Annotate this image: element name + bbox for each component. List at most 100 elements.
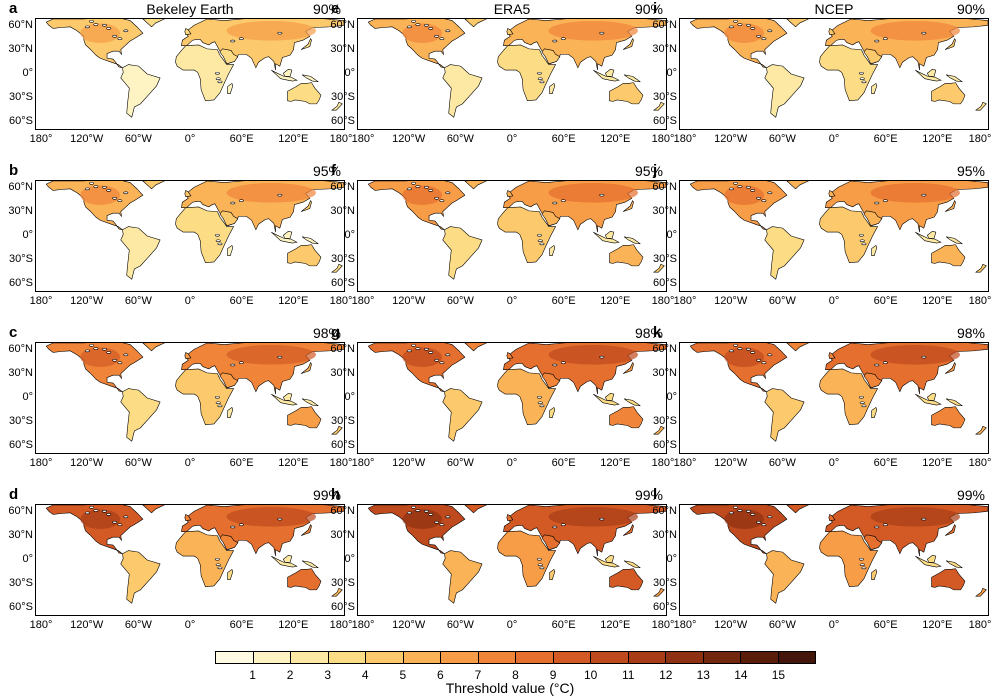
lake <box>428 351 434 354</box>
land-australia <box>287 568 322 591</box>
lake <box>411 20 417 23</box>
lat-label: 30°N <box>652 205 677 217</box>
land-nz <box>975 587 987 597</box>
colorbar-tick: 14 <box>734 668 748 682</box>
lake <box>101 510 107 513</box>
colorbar-tick: 4 <box>361 668 369 682</box>
lake <box>728 349 734 353</box>
lake <box>123 191 129 195</box>
land-borneo <box>926 68 937 77</box>
colorbar-segment <box>216 652 254 663</box>
lake <box>112 35 118 38</box>
lake <box>106 189 112 192</box>
lake <box>861 242 867 246</box>
land-arabia <box>219 534 239 551</box>
land-ng <box>301 74 319 83</box>
land-australia <box>931 82 966 105</box>
lat-label: 60°N <box>330 181 355 193</box>
lon-label: 120°W <box>70 457 104 469</box>
dataset-title: NCEP <box>814 1 854 17</box>
lake <box>728 187 734 191</box>
land-arabia <box>541 372 561 389</box>
lat-label: 30°N <box>8 367 33 379</box>
colorbar-segment <box>553 652 591 663</box>
world-map <box>689 505 988 604</box>
lake <box>537 239 543 242</box>
lake <box>599 517 605 521</box>
lake <box>411 182 417 185</box>
lat-label: 0° <box>22 391 33 403</box>
lake <box>411 506 417 509</box>
land-ng <box>301 560 319 569</box>
land-indonesia <box>593 393 620 406</box>
land-southAmerica <box>764 64 805 118</box>
lake <box>921 193 927 197</box>
lon-label: 0° <box>184 133 196 145</box>
land-nz <box>975 425 987 435</box>
lake <box>84 511 90 515</box>
land-africa <box>497 368 557 426</box>
panel-letter: b <box>9 162 19 179</box>
land-australia <box>931 568 966 591</box>
land-nz <box>653 101 665 111</box>
lon-label: 120°E <box>278 133 309 145</box>
lake <box>750 189 756 192</box>
land-indonesia <box>271 555 298 568</box>
map-panel-a <box>35 18 345 130</box>
land-africa <box>175 206 235 264</box>
lake <box>89 344 95 347</box>
colorbar-tick: 1 <box>249 668 256 682</box>
land-arabia <box>863 210 883 227</box>
lon-label: 60°E <box>551 295 576 307</box>
lat-label: 60°S <box>331 601 355 613</box>
lake <box>560 37 566 40</box>
land-africa <box>819 368 879 426</box>
lon-label: 120°W <box>714 133 748 145</box>
lon-label: 0° <box>506 457 518 469</box>
lake <box>230 201 236 205</box>
lake <box>214 71 220 75</box>
land-borneo <box>604 68 615 77</box>
lon-label: 180° <box>29 133 53 145</box>
land-australia <box>609 406 644 429</box>
lake <box>552 39 558 43</box>
lake <box>434 197 440 200</box>
lake <box>217 404 223 408</box>
world-map <box>367 505 666 604</box>
lake <box>599 193 605 197</box>
lat-label: 30°N <box>8 529 33 541</box>
lon-label: 0° <box>506 133 518 145</box>
land-borneo <box>604 392 615 401</box>
lake <box>882 199 888 202</box>
land-australia <box>609 244 644 267</box>
lat-label: 60°N <box>652 181 677 193</box>
lat-label: 30°S <box>653 577 677 589</box>
lon-label: 180° <box>968 457 992 469</box>
map-panel-h <box>357 504 667 616</box>
land-greenland <box>142 505 166 514</box>
lon-label: 180° <box>968 295 992 307</box>
percentile-label: 99% <box>634 487 663 503</box>
lat-label: 30°N <box>652 367 677 379</box>
land-southAmerica <box>764 550 805 604</box>
lake <box>423 348 429 351</box>
land-africa <box>497 206 557 264</box>
colorbar-tick: 2 <box>286 668 294 682</box>
lat-label: 30°N <box>652 529 677 541</box>
lake <box>217 80 223 84</box>
lake <box>406 511 412 515</box>
land-borneo <box>282 230 293 239</box>
lake <box>439 361 445 364</box>
lon-label: 120°W <box>392 619 426 631</box>
percentile-label: 90% <box>634 1 663 17</box>
colorbar-segment <box>703 652 741 663</box>
lon-label: 180° <box>968 133 992 145</box>
land-africa <box>819 206 879 264</box>
land-ng <box>301 398 319 407</box>
land-indonesia <box>271 69 298 82</box>
lake <box>434 35 440 38</box>
land-australia <box>287 244 322 267</box>
lat-label: 60°N <box>330 19 355 31</box>
lake <box>217 242 223 246</box>
land-borneo <box>604 230 615 239</box>
